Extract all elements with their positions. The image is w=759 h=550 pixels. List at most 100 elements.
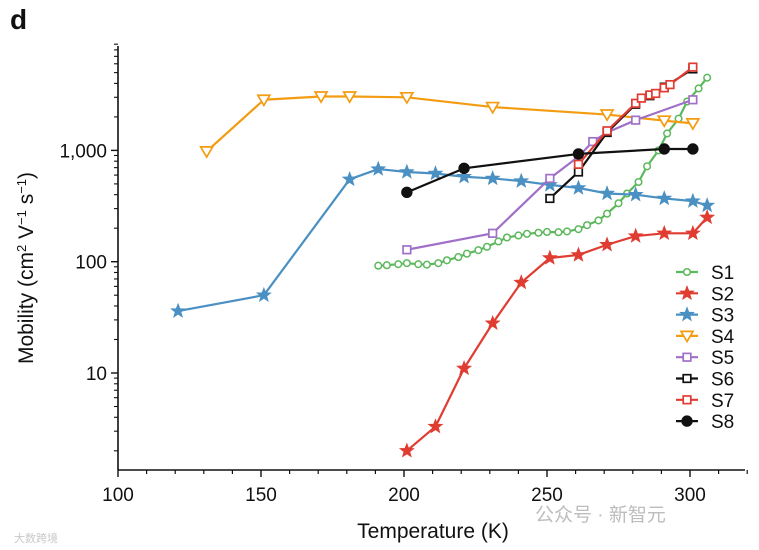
data-point-s4 <box>399 91 415 105</box>
y-axis-title-end: ) <box>15 172 38 179</box>
data-point-s4 <box>685 118 701 131</box>
x-tick-label: 100 <box>102 485 134 506</box>
legend-label: S2 <box>711 284 734 305</box>
data-point-s2 <box>656 224 673 241</box>
legend-item-s3: S3 <box>676 306 734 327</box>
data-point-s3 <box>599 185 616 201</box>
x-tick-label: 250 <box>531 485 563 506</box>
legend-item-s5: S5 <box>676 348 734 369</box>
legend-label: S8 <box>711 412 734 433</box>
data-point-s1 <box>422 260 431 269</box>
data-point-s3 <box>627 186 644 202</box>
data-point-s3 <box>656 190 673 206</box>
data-point-s3 <box>255 286 272 302</box>
data-point-s2 <box>541 249 558 265</box>
y-axis-title-sup2: −1 <box>14 210 29 225</box>
data-point-s8 <box>458 162 470 175</box>
series-line-s2 <box>406 216 708 452</box>
data-point-s5 <box>545 173 555 184</box>
legend-label: S3 <box>711 306 734 327</box>
legend-marker <box>682 395 692 405</box>
data-point-s2 <box>627 227 644 243</box>
data-point-s8 <box>687 143 699 155</box>
data-point-s8 <box>401 186 413 199</box>
y-axis-title: Mobility (cm2 V−1 s−1) <box>14 172 39 364</box>
data-point-s4 <box>199 146 215 159</box>
legend-marker <box>679 306 695 322</box>
data-point-s1 <box>374 261 383 270</box>
legend-item-s1: S1 <box>676 263 734 284</box>
data-point-s8 <box>658 143 670 155</box>
legend-item-s2: S2 <box>676 284 734 305</box>
legend-label: S5 <box>711 348 734 369</box>
watermark-corner-text: 大数跨境 <box>14 533 58 545</box>
data-point-s2 <box>570 246 587 262</box>
data-point-s1 <box>402 259 411 268</box>
series-line-s3 <box>177 167 708 313</box>
data-point-s8 <box>572 148 585 160</box>
data-point-s1 <box>522 229 532 238</box>
y-axis-title-mid2: s <box>15 194 38 210</box>
data-point-s1 <box>694 84 703 93</box>
series-layer <box>170 62 716 458</box>
data-point-s3 <box>684 192 701 208</box>
series-s7 <box>573 62 698 169</box>
legend-item-s7: S7 <box>676 391 734 412</box>
data-point-s2 <box>398 442 415 458</box>
data-point-s1 <box>614 199 623 208</box>
panel-label: d <box>10 4 28 35</box>
data-point-s7 <box>636 93 647 103</box>
data-point-s4 <box>656 115 672 129</box>
legend-marker <box>681 415 693 427</box>
legend-label: S7 <box>711 391 734 412</box>
series-line-s5 <box>406 98 694 251</box>
data-point-s2 <box>456 360 473 376</box>
legend-label: S6 <box>711 370 734 391</box>
data-point-s7 <box>602 126 612 136</box>
series-s3 <box>170 160 716 318</box>
data-point-s7 <box>688 62 698 72</box>
data-point-s1 <box>703 73 712 82</box>
data-point-s1 <box>482 242 491 251</box>
data-point-s4 <box>599 109 615 122</box>
data-point-s3 <box>398 163 415 179</box>
data-point-s2 <box>484 314 501 330</box>
data-point-s1 <box>562 227 572 236</box>
data-point-s1 <box>594 216 603 225</box>
x-tick-label: 300 <box>674 485 706 506</box>
y-axis-title-sup1: 2 <box>14 245 29 252</box>
x-tick-label: 150 <box>245 485 277 506</box>
data-point-s1 <box>603 209 612 218</box>
y-tick-label: 100 <box>75 253 107 274</box>
data-point-s3 <box>484 170 501 186</box>
series-s1 <box>374 73 712 270</box>
y-tick-label: 1,000 <box>59 141 107 162</box>
data-point-s5 <box>631 115 641 125</box>
legend-marker <box>682 352 692 362</box>
legend-item-s6: S6 <box>676 370 734 391</box>
data-point-s6 <box>573 167 584 177</box>
legend-marker <box>682 373 692 384</box>
data-point-s1 <box>434 259 443 268</box>
data-point-s4 <box>256 94 272 108</box>
x-tick-label: 200 <box>388 485 420 506</box>
data-point-s1 <box>394 260 403 269</box>
axes: 100 150 200 250 300 10 100 1,000 <box>59 43 748 506</box>
data-point-s3 <box>570 179 587 195</box>
data-point-s3 <box>456 168 473 184</box>
legend-marker <box>679 330 695 344</box>
data-point-s1 <box>542 227 552 237</box>
y-axis-title-main: Mobility (cm <box>15 252 38 364</box>
data-point-s1 <box>643 162 652 171</box>
data-point-s1 <box>502 233 512 242</box>
data-point-s1 <box>534 228 543 237</box>
data-point-s1 <box>454 253 463 262</box>
legend-item-s4: S4 <box>676 327 735 348</box>
series-line-s1 <box>378 77 709 267</box>
data-point-s1 <box>634 177 643 187</box>
series-s4 <box>199 91 701 159</box>
legend-label: S1 <box>711 263 734 284</box>
data-point-s5 <box>488 228 498 238</box>
data-point-s1 <box>582 221 592 230</box>
data-point-s1 <box>494 237 503 246</box>
